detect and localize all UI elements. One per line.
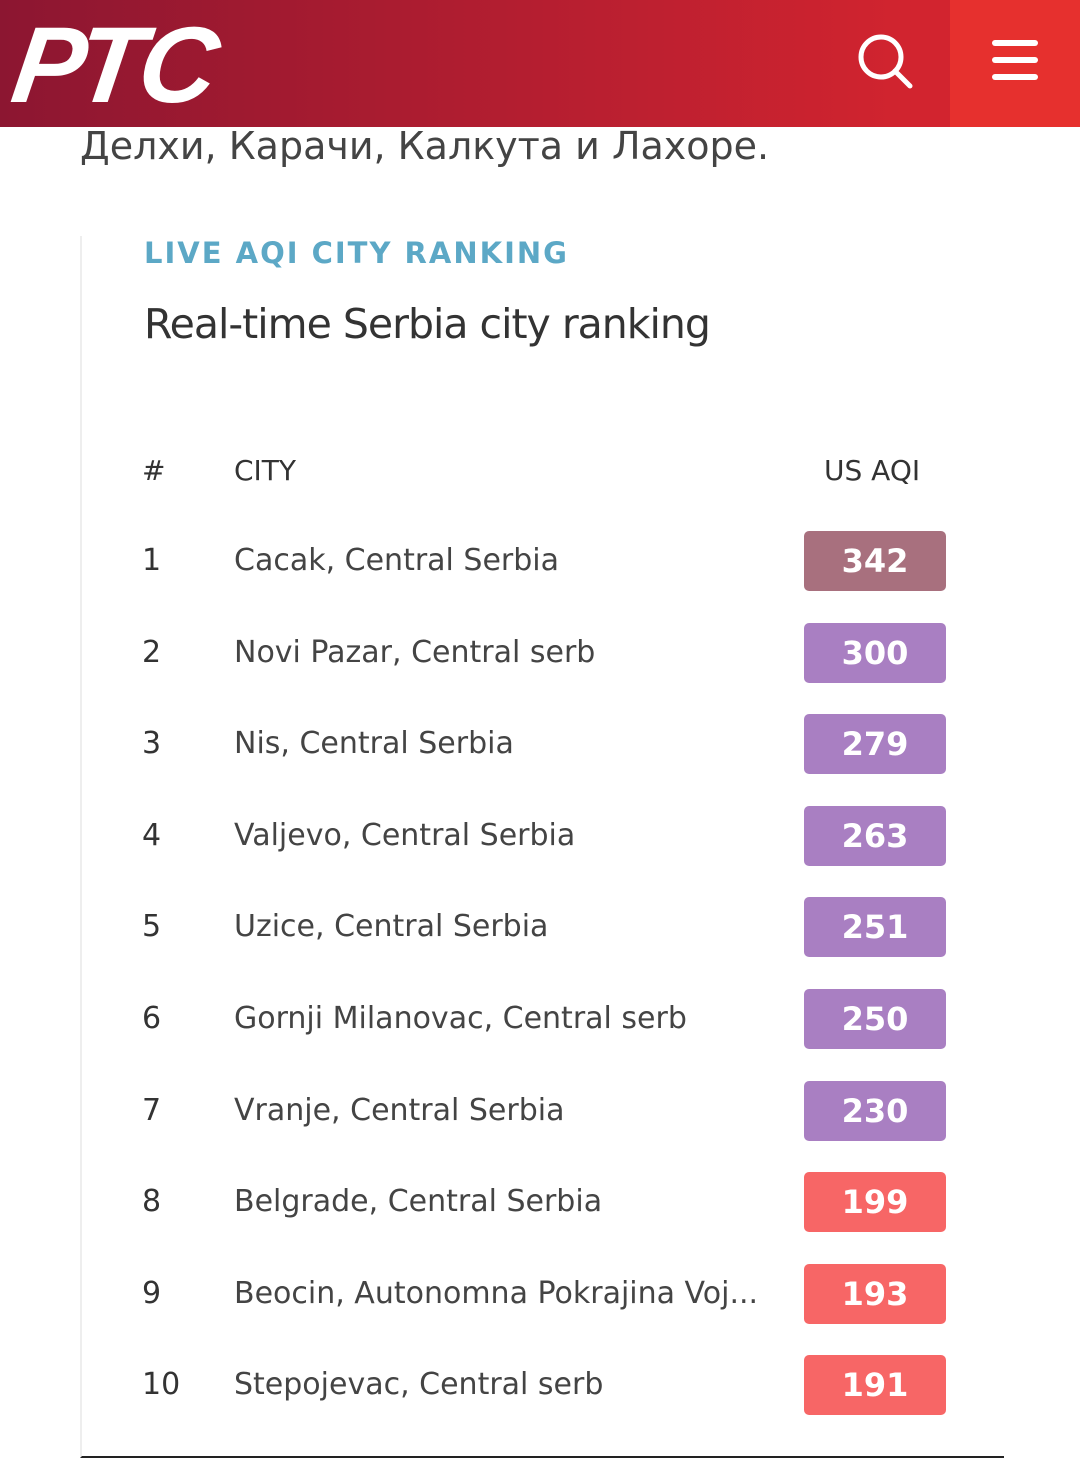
- aqi-badge[interactable]: 300: [804, 622, 946, 683]
- city: Stepojevac, Central serb: [234, 1367, 604, 1403]
- city: Gornji Milanovac, Central serb: [234, 1001, 687, 1036]
- city: Belgrade, Central Serbia: [234, 1184, 603, 1220]
- rank: 7: [142, 1092, 162, 1128]
- city: Nis, Central Serbia: [234, 726, 514, 762]
- rank: 6: [142, 1001, 162, 1036]
- rank: 1: [142, 543, 162, 578]
- aqi-badge[interactable]: 279: [804, 714, 946, 775]
- city: Beocin, Autonomna Pokrajina Voj...: [234, 1275, 759, 1311]
- rank: 5: [142, 909, 162, 945]
- city: Uzice, Central Serbia: [234, 909, 549, 945]
- aqi-badge[interactable]: 263: [804, 805, 946, 866]
- city: Cacak, Central Serbia: [234, 543, 560, 578]
- aqi-badge[interactable]: 251: [804, 897, 946, 958]
- logo[interactable]: РТС: [5, 4, 223, 125]
- widget-title: Real-time Serbia city ranking: [144, 300, 711, 348]
- column-header: CITY: [234, 454, 297, 487]
- aqi-badge[interactable]: 342: [804, 531, 946, 591]
- menu-button[interactable]: [950, 0, 1080, 127]
- rank: 8: [142, 1184, 162, 1220]
- rank: 10: [142, 1367, 181, 1403]
- article-text: Делхи, Карачи, Калкута и Лахоре.: [80, 124, 770, 168]
- column-header: #: [142, 454, 166, 487]
- widget-label: LIVE AQI CITY RANKING: [144, 236, 569, 270]
- column-header: US AQI: [824, 454, 921, 487]
- aqi-badge[interactable]: 250: [804, 989, 946, 1049]
- search-icon[interactable]: [856, 32, 916, 92]
- aqi-badge[interactable]: 191: [804, 1355, 946, 1416]
- rank: 3: [142, 726, 162, 762]
- city: Valjevo, Central Serbia: [234, 817, 576, 853]
- rank: 2: [142, 634, 162, 670]
- rank: 9: [142, 1275, 162, 1311]
- aqi-badge[interactable]: 199: [804, 1172, 946, 1233]
- city: Novi Pazar, Central serb: [234, 634, 596, 670]
- rank: 4: [142, 817, 162, 853]
- header: РТС: [0, 0, 1080, 127]
- aqi-badge[interactable]: 193: [804, 1263, 946, 1324]
- city: Vranje, Central Serbia: [234, 1092, 565, 1128]
- menu-icon[interactable]: [992, 40, 1040, 82]
- aqi-badge[interactable]: 230: [804, 1080, 946, 1141]
- ranking-widget: LIVE AQI CITY RANKING Real-time Serbia c…: [80, 236, 1004, 1458]
